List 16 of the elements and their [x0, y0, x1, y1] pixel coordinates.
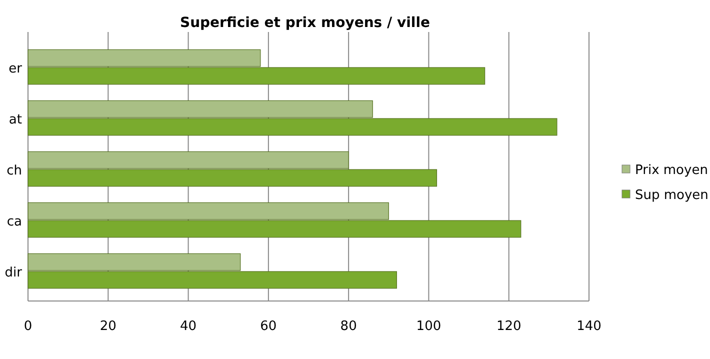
y-tick-label: ch [6, 164, 22, 178]
x-tick-label: 60 [260, 319, 277, 334]
y-tick-label: ca [6, 214, 22, 230]
chart-title: Superficie et prix moyens / ville [180, 15, 430, 31]
legend-label: Prix moyen [635, 163, 708, 178]
x-tick-label: 20 [100, 319, 116, 334]
x-tick-label: 0 [24, 319, 32, 334]
x-tick-label: 40 [180, 319, 197, 334]
x-tick-label: 100 [416, 319, 442, 334]
y-tick-label: dir [4, 266, 23, 280]
y-tick-label: at [8, 112, 22, 128]
x-tick-label: 80 [340, 319, 357, 334]
y-tick-label: er [8, 62, 23, 76]
x-tick-label: 120 [496, 319, 522, 334]
legend-label: Sup moyen [635, 188, 708, 203]
x-tick-label: 140 [576, 319, 602, 334]
